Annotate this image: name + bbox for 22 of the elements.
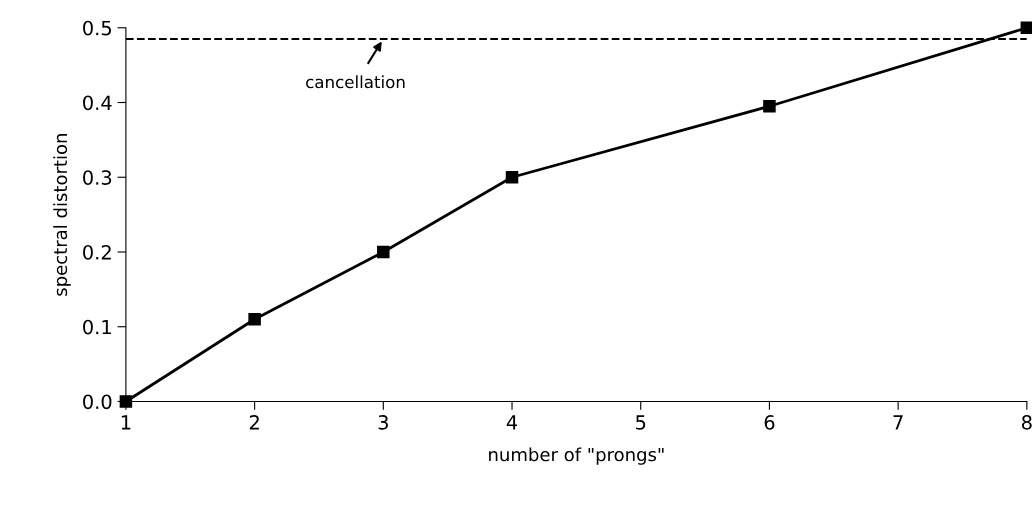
y-tick-label: 0.5 <box>83 20 112 36</box>
x-tick-label: 5 <box>636 415 646 430</box>
x-tick-label: 1 <box>121 415 131 430</box>
x-tick-label: 7 <box>893 415 903 430</box>
y-tick-label: 0.4 <box>83 95 112 111</box>
x-tick-label: 2 <box>249 415 259 430</box>
y-axis-title: spectral distortion <box>53 134 71 296</box>
x-tick-label: 3 <box>378 415 388 430</box>
y-tick-label: 0.0 <box>83 394 112 410</box>
point <box>248 313 261 326</box>
point <box>377 245 390 259</box>
annotation: cancellation <box>306 75 405 89</box>
point <box>1020 21 1032 35</box>
point <box>505 171 519 184</box>
y-tick-label: 0.1 <box>83 319 111 335</box>
x-tick-label: 4 <box>506 415 518 430</box>
x-tick-label: 8 <box>1021 415 1032 430</box>
point <box>763 100 776 113</box>
y-tick-label: 0.2 <box>83 244 111 260</box>
y-tick-label: 0.3 <box>83 170 112 185</box>
x-axis-title: number of "prongs" <box>489 447 664 465</box>
x-tick-label: 6 <box>764 415 775 430</box>
